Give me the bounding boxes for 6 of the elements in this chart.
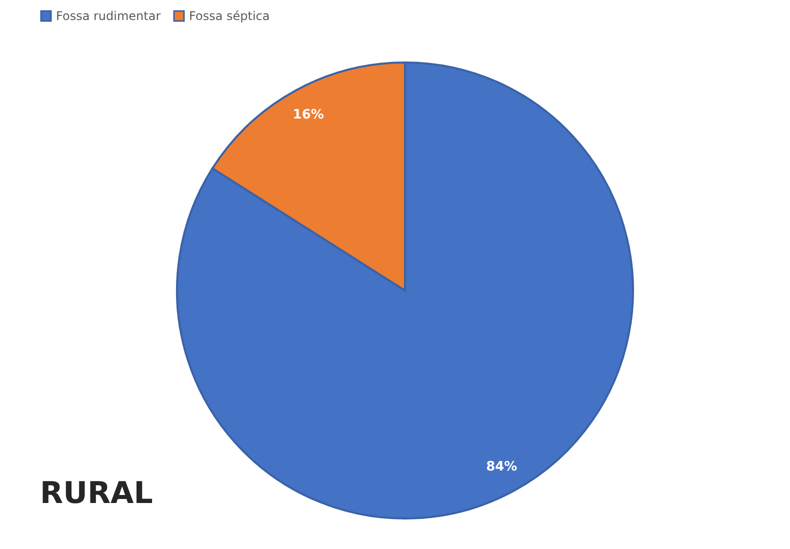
legend-label: Fossa rudimentar bbox=[56, 9, 161, 23]
pie-slice bbox=[176, 62, 634, 520]
data-label: 84% bbox=[486, 459, 518, 474]
legend-label: Fossa séptica bbox=[189, 9, 270, 23]
text: RURAL bbox=[40, 476, 153, 511]
data-label: 16% bbox=[292, 108, 324, 123]
